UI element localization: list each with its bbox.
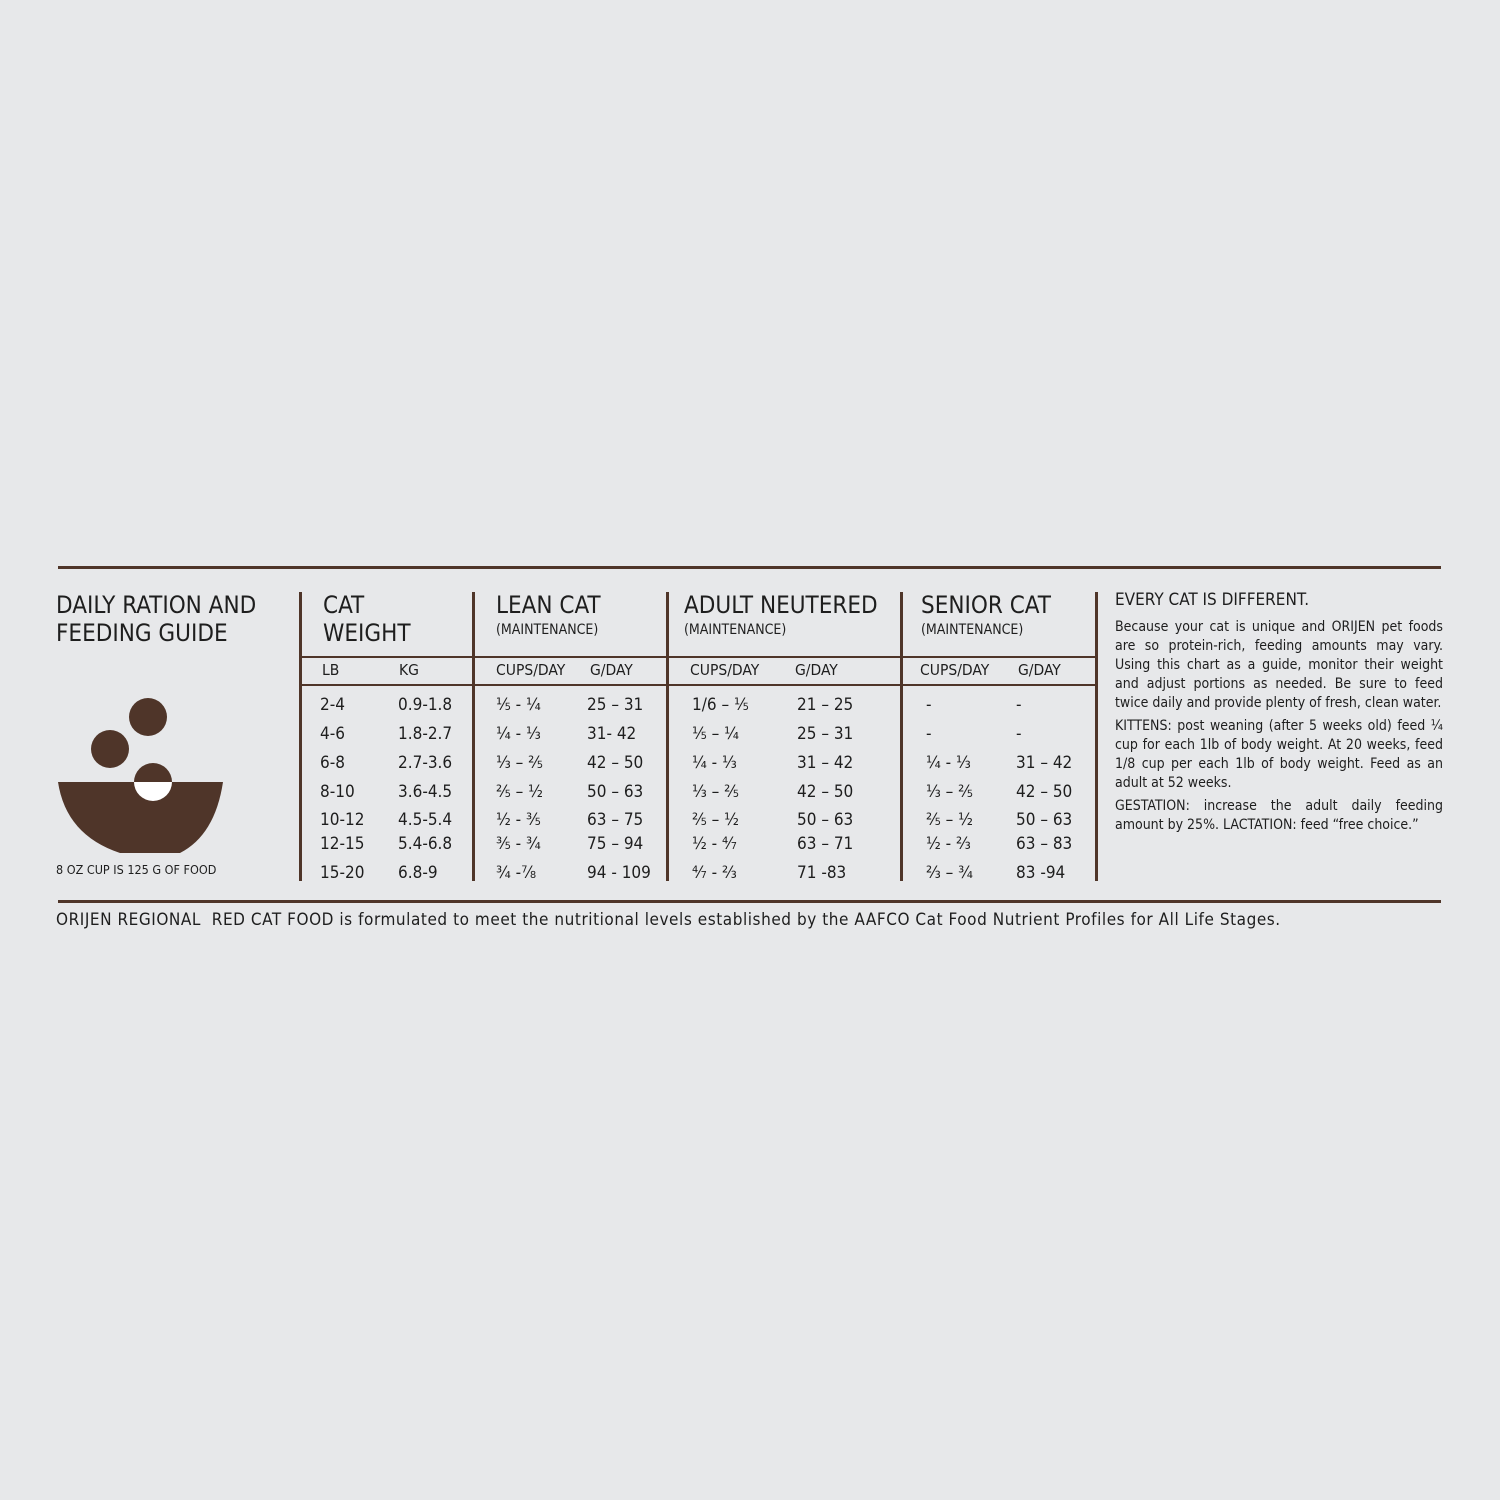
cell-kg: 2.7-3.6 [398, 753, 453, 773]
lean-cat-sub: (MAINTENANCE) [496, 622, 599, 638]
cell-senior-g: 42 – 50 [1016, 782, 1073, 802]
lean-cups-header: CUPS/DAY [496, 661, 566, 679]
cell-kg: 5.4-6.8 [398, 834, 453, 854]
title: DAILY RATION AND FEEDING GUIDE [56, 591, 256, 647]
cell-lean-g: 63 – 75 [587, 810, 644, 830]
notes-paragraph-1: Because your cat is unique and ORIJEN pe… [1115, 619, 1443, 711]
divider [299, 592, 302, 881]
notes-kittens: KITTENS: post weaning (after 5 weeks old… [1115, 718, 1443, 791]
notes: Because your cat is unique and ORIJEN pe… [1115, 618, 1443, 839]
kibble-3-cutout [134, 782, 172, 801]
cat-weight-line-2: WEIGHT [323, 619, 411, 647]
cell-adult-cups: ¼ - ⅓ [692, 753, 737, 773]
cell-lean-g: 31- 42 [587, 724, 637, 744]
kibble-3 [134, 763, 172, 782]
cell-lb: 10-12 [320, 810, 365, 830]
cell-lean-cups: ⅗ - ¾ [496, 834, 541, 854]
cell-adult-g: 31 – 42 [797, 753, 854, 773]
cell-kg: 1.8-2.7 [398, 724, 453, 744]
divider [900, 592, 903, 881]
cell-adult-cups: ⅖ – ½ [692, 810, 740, 830]
cat-weight-line-1: CAT [323, 591, 365, 619]
kibble-2 [91, 730, 129, 768]
adult-g-header: G/DAY [795, 661, 838, 679]
cell-senior-g: 63 – 83 [1016, 834, 1073, 854]
cell-lean-cups: ¼ - ⅓ [496, 724, 541, 744]
cell-senior-g: - [1016, 695, 1022, 715]
cell-lean-g: 42 – 50 [587, 753, 644, 773]
cell-kg: 3.6-4.5 [398, 782, 453, 802]
cell-senior-g: - [1016, 724, 1022, 744]
bowl-icon [58, 698, 223, 853]
cell-adult-g: 42 – 50 [797, 782, 854, 802]
title-line-2: FEEDING GUIDE [56, 619, 228, 647]
adult-cups-header: CUPS/DAY [690, 661, 760, 679]
senior-cat-title: SENIOR CAT [921, 591, 1051, 619]
lean-g-header: G/DAY [590, 661, 633, 679]
cell-kg: 6.8-9 [398, 863, 438, 883]
bottom-rule [58, 900, 1441, 903]
senior-cups-header: CUPS/DAY [920, 661, 990, 679]
kibble-1 [129, 698, 167, 736]
cell-adult-g: 21 – 25 [797, 695, 854, 715]
cell-lb: 15-20 [320, 863, 365, 883]
adult-neutered-title: ADULT NEUTERED [684, 591, 878, 619]
cup-note: 8 OZ CUP IS 125 G OF FOOD [56, 862, 217, 877]
cell-senior-g: 50 – 63 [1016, 810, 1073, 830]
cell-adult-cups: 1/6 – ⅕ [692, 695, 749, 715]
cell-lean-g: 25 – 31 [587, 695, 644, 715]
cell-kg: 0.9-1.8 [398, 695, 453, 715]
cell-senior-g: 31 – 42 [1016, 753, 1073, 773]
cell-lb: 12-15 [320, 834, 365, 854]
cell-adult-g: 63 – 71 [797, 834, 854, 854]
cell-senior-g: 83 -94 [1016, 863, 1066, 883]
cell-adult-cups: ⅕ – ¼ [692, 724, 740, 744]
title-line-1: DAILY RATION AND [56, 591, 257, 619]
cell-senior-cups: ¼ - ⅓ [926, 753, 971, 773]
cell-adult-cups: ⁴⁄₇ - ⅔ [692, 863, 737, 883]
header-rule [300, 684, 1096, 686]
cell-lean-g: 75 – 94 [587, 834, 644, 854]
cell-senior-cups: ½ - ⅔ [926, 834, 971, 854]
cell-senior-cups: - [926, 724, 932, 744]
cell-adult-cups: ½ - ⁴⁄₇ [692, 834, 737, 854]
top-rule [58, 566, 1441, 569]
senior-cat-sub: (MAINTENANCE) [921, 622, 1024, 638]
adult-neutered-sub: (MAINTENANCE) [684, 622, 787, 638]
cell-adult-cups: ⅓ – ⅖ [692, 782, 740, 802]
cell-lean-g: 50 – 63 [587, 782, 644, 802]
divider [666, 592, 669, 881]
cell-lean-cups: ⅓ – ⅖ [496, 753, 544, 773]
cell-adult-g: 25 – 31 [797, 724, 854, 744]
cell-lean-cups: ½ - ⅗ [496, 810, 541, 830]
kg-header: KG [399, 661, 419, 679]
cell-lb: 8-10 [320, 782, 355, 802]
senior-g-header: G/DAY [1018, 661, 1061, 679]
cell-senior-cups: ⅖ – ½ [926, 810, 974, 830]
cell-senior-cups: ⅔ – ¾ [926, 863, 974, 883]
cell-kg: 4.5-5.4 [398, 810, 453, 830]
cell-lb: 4-6 [320, 724, 345, 744]
lb-header: LB [322, 661, 340, 679]
cell-lean-cups: ⅖ – ½ [496, 782, 544, 802]
footer-statement: ORIJEN REGIONAL RED CAT FOOD is formulat… [56, 910, 1281, 930]
cell-adult-g: 71 -83 [797, 863, 847, 883]
cell-adult-g: 50 – 63 [797, 810, 854, 830]
cell-lean-cups: ⅕ - ¼ [496, 695, 541, 715]
cell-senior-cups: ⅓ – ⅖ [926, 782, 974, 802]
cell-lb: 2-4 [320, 695, 345, 715]
cell-lean-cups: ¾ -⅞ [496, 863, 537, 883]
notes-gestation: GESTATION: increase the adult daily feed… [1115, 798, 1443, 833]
lean-cat-title: LEAN CAT [496, 591, 601, 619]
bowl [58, 782, 223, 853]
header-rule [300, 656, 1096, 658]
cell-lean-g: 94 - 109 [587, 863, 651, 883]
divider [1095, 592, 1098, 881]
cell-lb: 6-8 [320, 753, 345, 773]
divider [472, 592, 475, 881]
notes-heading: EVERY CAT IS DIFFERENT. [1115, 590, 1310, 610]
cell-senior-cups: - [926, 695, 932, 715]
cat-weight-header: CAT WEIGHT [323, 591, 411, 647]
